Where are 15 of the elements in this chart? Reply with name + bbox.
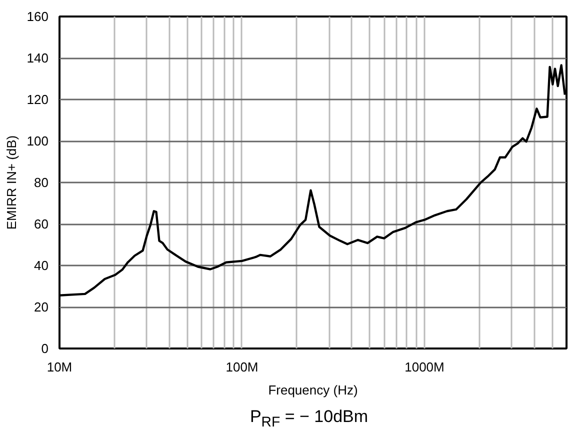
y-tick-label: 120 — [26, 92, 49, 107]
y-axis-title: EMIRR IN+ (dB) — [4, 135, 19, 230]
y-tick-label: 160 — [26, 9, 49, 24]
x-axis-title: Frequency (Hz) — [268, 382, 358, 398]
y-tick-label: 40 — [34, 258, 49, 273]
y-tick-label: 80 — [34, 175, 49, 190]
y-tick-label: 100 — [26, 134, 49, 148]
text: P$_{RF}$ = − 10dBm — [250, 406, 368, 432]
y-tick-label: 0 — [41, 341, 49, 356]
x-tick-label: 10M — [46, 360, 72, 374]
y-tick-label: 140 — [26, 50, 49, 66]
x-tick-label: 1000M — [404, 360, 444, 374]
y-tick-label: 20 — [34, 300, 49, 314]
y-tick-label: 60 — [34, 216, 49, 232]
x-tick-label: 100M — [226, 360, 258, 374]
